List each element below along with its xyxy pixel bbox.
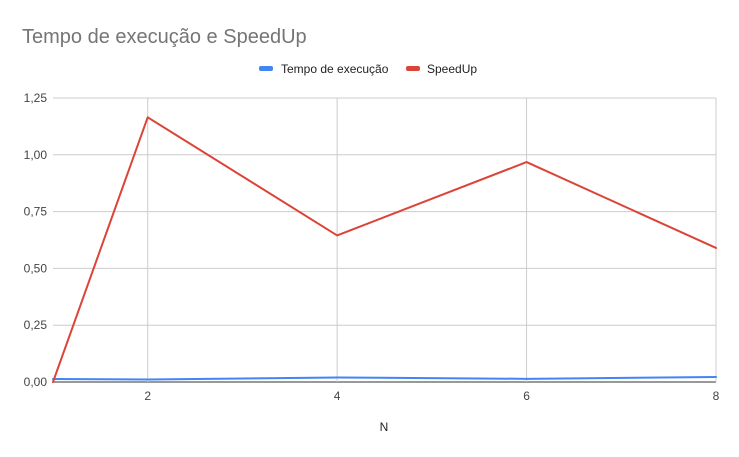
x-tick-label: 2 bbox=[144, 389, 151, 403]
chart-title: Tempo de execução e SpeedUp bbox=[22, 26, 307, 48]
y-tick-label: 0,75 bbox=[24, 205, 48, 219]
legend: Tempo de execução SpeedUp bbox=[259, 62, 477, 76]
y-tick-label: 0,50 bbox=[24, 261, 48, 275]
x-tick-label: 4 bbox=[334, 389, 341, 403]
legend-swatch bbox=[259, 66, 273, 71]
y-tick-label: 1,25 bbox=[24, 91, 48, 105]
legend-label: Tempo de execução bbox=[281, 62, 389, 76]
y-tick-label: 0,25 bbox=[24, 318, 48, 332]
legend-label: SpeedUp bbox=[427, 62, 477, 76]
series-line-tempo-de-execucao bbox=[52, 376, 717, 381]
y-tick-label: 1,00 bbox=[24, 148, 48, 162]
x-axis-ticks: 2 4 6 8 bbox=[144, 389, 719, 403]
series-line-speedup bbox=[52, 116, 717, 383]
x-tick-label: 6 bbox=[523, 389, 530, 403]
series-lines bbox=[52, 116, 717, 383]
y-tick-label: 0,00 bbox=[24, 375, 48, 389]
x-tick-label: 8 bbox=[713, 389, 720, 403]
legend-swatch bbox=[406, 66, 420, 71]
y-axis-ticks: 0,00 0,25 0,50 0,75 1,00 1,25 bbox=[24, 91, 48, 389]
gridlines bbox=[53, 97, 717, 383]
x-axis-label: N bbox=[380, 420, 389, 434]
